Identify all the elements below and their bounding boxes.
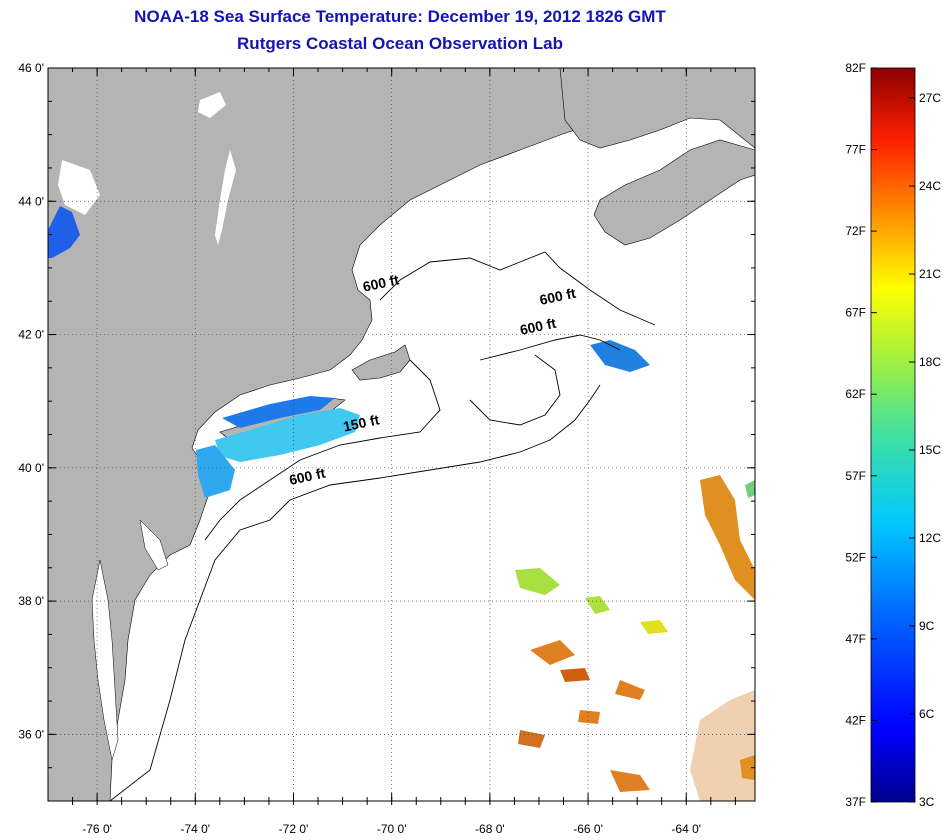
lon-tick-label: -68 0' xyxy=(475,822,505,836)
lon-tick-label: -66 0' xyxy=(573,822,603,836)
colorbar-label-f: 57F xyxy=(845,469,866,483)
chesapeake-bay xyxy=(91,559,119,761)
colorbar-label-f: 72F xyxy=(845,224,866,238)
contour-label: 600 ft xyxy=(518,315,557,338)
lat-tick-label: 46 0' xyxy=(18,61,44,75)
lat-tick-label: 40 0' xyxy=(18,461,44,475)
sst-lake-ontario xyxy=(48,206,80,258)
contour-labels: 600 ft 600 ft 600 ft 150 ft 600 ft xyxy=(288,271,578,488)
us-mainland xyxy=(48,68,701,801)
colorbar-label-f: 67F xyxy=(845,306,866,320)
lon-tick-label: -70 0' xyxy=(377,822,407,836)
lon-tick-label: -72 0' xyxy=(279,822,309,836)
colorbar-label-f: 42F xyxy=(845,713,866,727)
lake xyxy=(215,150,236,245)
colorbar-label-c: 9C xyxy=(919,619,935,633)
colorbar-label-f: 77F xyxy=(845,143,866,157)
colorbar-label-c: 27C xyxy=(919,91,941,105)
lat-tick-label: 44 0' xyxy=(18,194,44,208)
bathymetry-contours xyxy=(109,251,656,801)
sst-georges-patch xyxy=(590,340,650,372)
colorbar-label-f: 47F xyxy=(845,632,866,646)
sst-green-patch xyxy=(585,596,610,614)
land-layer xyxy=(48,68,755,801)
sst-orange-patch xyxy=(610,770,650,792)
sst-orange-patch xyxy=(578,710,600,724)
delaware-bay xyxy=(139,519,169,571)
contour-600ft-gom xyxy=(379,251,656,326)
lat-tick-label: 42 0' xyxy=(18,328,44,342)
sst-orange-patch xyxy=(560,668,590,682)
colorbar-label-c: 15C xyxy=(919,443,941,457)
sst-orange-patch xyxy=(530,640,575,665)
colorbar-label-c: 21C xyxy=(919,267,941,281)
lat-tick-label: 38 0' xyxy=(18,594,44,608)
sst-yellow-patch xyxy=(640,620,668,634)
colorbar-label-c: 24C xyxy=(919,179,941,193)
colorbar-label-f: 37F xyxy=(845,795,866,809)
colorbar-ticks: 82F 77F 72F 67F 62F 57F 52F 47F 42F 37F 27C 24C 21C 1… xyxy=(845,61,941,809)
contour-150ft xyxy=(204,359,441,541)
contour-label: 600 ft xyxy=(288,465,327,488)
sst-data-layer xyxy=(48,206,755,801)
chart-title: NOAA-18 Sea Surface Temperature: Decembe… xyxy=(134,7,666,26)
lake xyxy=(198,92,226,118)
sst-shelf-nybight xyxy=(215,408,360,462)
nova-scotia xyxy=(593,139,755,246)
lon-tick-label: -76 0' xyxy=(82,822,112,836)
sst-long-island-sound xyxy=(222,396,335,428)
sst-orange-patch xyxy=(615,680,645,700)
canada-ne xyxy=(559,68,755,149)
colorbar-label-c: 12C xyxy=(919,531,941,545)
colorbar-label-f: 82F xyxy=(845,61,866,75)
colorbar xyxy=(870,67,916,803)
sst-green-patch xyxy=(515,568,560,595)
contour-label: 150 ft xyxy=(342,411,381,434)
lon-tick-label: -74 0' xyxy=(180,822,210,836)
sst-nj-coast xyxy=(196,445,235,498)
colorbar-label-f: 62F xyxy=(845,387,866,401)
sst-green-patch xyxy=(745,480,755,498)
colorbar-label-c: 18C xyxy=(919,355,941,369)
lat-tick-label: 36 0' xyxy=(18,727,44,741)
sst-warm-patch xyxy=(690,690,755,801)
colorbar-label-f: 52F xyxy=(845,550,866,564)
lon-tick-label: -64 0' xyxy=(671,822,701,836)
sst-warm-patch xyxy=(700,475,755,600)
contour-600ft-ne xyxy=(479,334,621,361)
colorbar-label-c: 3C xyxy=(919,795,935,809)
colorbar-label-c: 6C xyxy=(919,707,935,721)
axis-ticks: 46 0' 44 0' 42 0' 40 0' 38 0' 36 0' -76 0' -74 … xyxy=(18,61,755,836)
contour-600ft-shelf xyxy=(109,384,601,801)
contour-label: 600 ft xyxy=(361,271,400,294)
contour-label: 600 ft xyxy=(538,285,577,308)
sst-orange-patch xyxy=(740,755,755,780)
chart-subtitle: Rutgers Coastal Ocean Observation Lab xyxy=(237,34,563,53)
